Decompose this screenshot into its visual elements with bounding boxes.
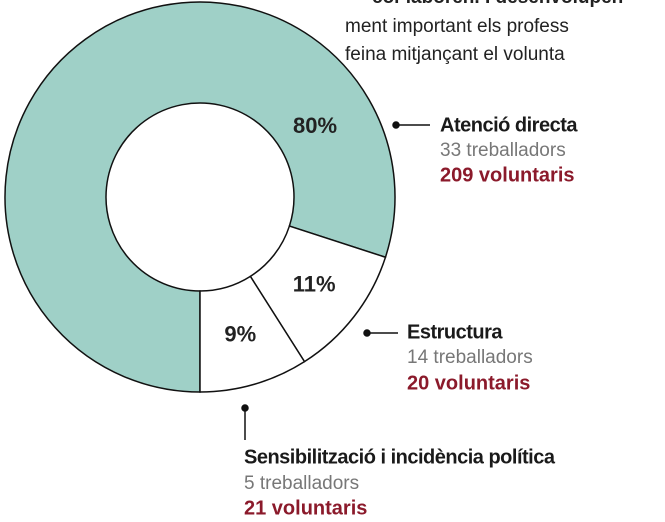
segment-label: 9% <box>224 322 256 347</box>
legend-name: Estructura <box>407 321 503 343</box>
intro-line: feina mitjançant el volunta <box>345 44 565 65</box>
leader-dot <box>241 404 249 412</box>
legend-workers: 33 treballadors <box>440 140 566 161</box>
legend-volunteers: 20 voluntaris <box>407 372 530 394</box>
legend-workers: 14 treballadors <box>407 347 533 368</box>
leader-dot <box>363 329 371 337</box>
legend-name: Atenció directa <box>440 114 578 136</box>
legend-workers: 5 treballadors <box>244 473 359 494</box>
legend-volunteers: 21 voluntaris <box>244 497 367 519</box>
intro: col·laboren. I desenvolupen ment importa… <box>345 0 623 65</box>
intro-line: ment important els profess <box>345 16 569 37</box>
legend-volunteers: 209 voluntaris <box>440 164 575 186</box>
legend-name: Sensibilització i incidència política <box>244 446 556 468</box>
donut-segment <box>199 275 306 393</box>
segment-label: 80% <box>293 113 337 138</box>
leader-dot <box>392 121 400 129</box>
intro-line: col·laboren. I desenvolupen <box>372 0 623 8</box>
segment-label: 11% <box>293 271 336 296</box>
donut-segment <box>4 1 396 393</box>
leaders <box>241 121 430 440</box>
